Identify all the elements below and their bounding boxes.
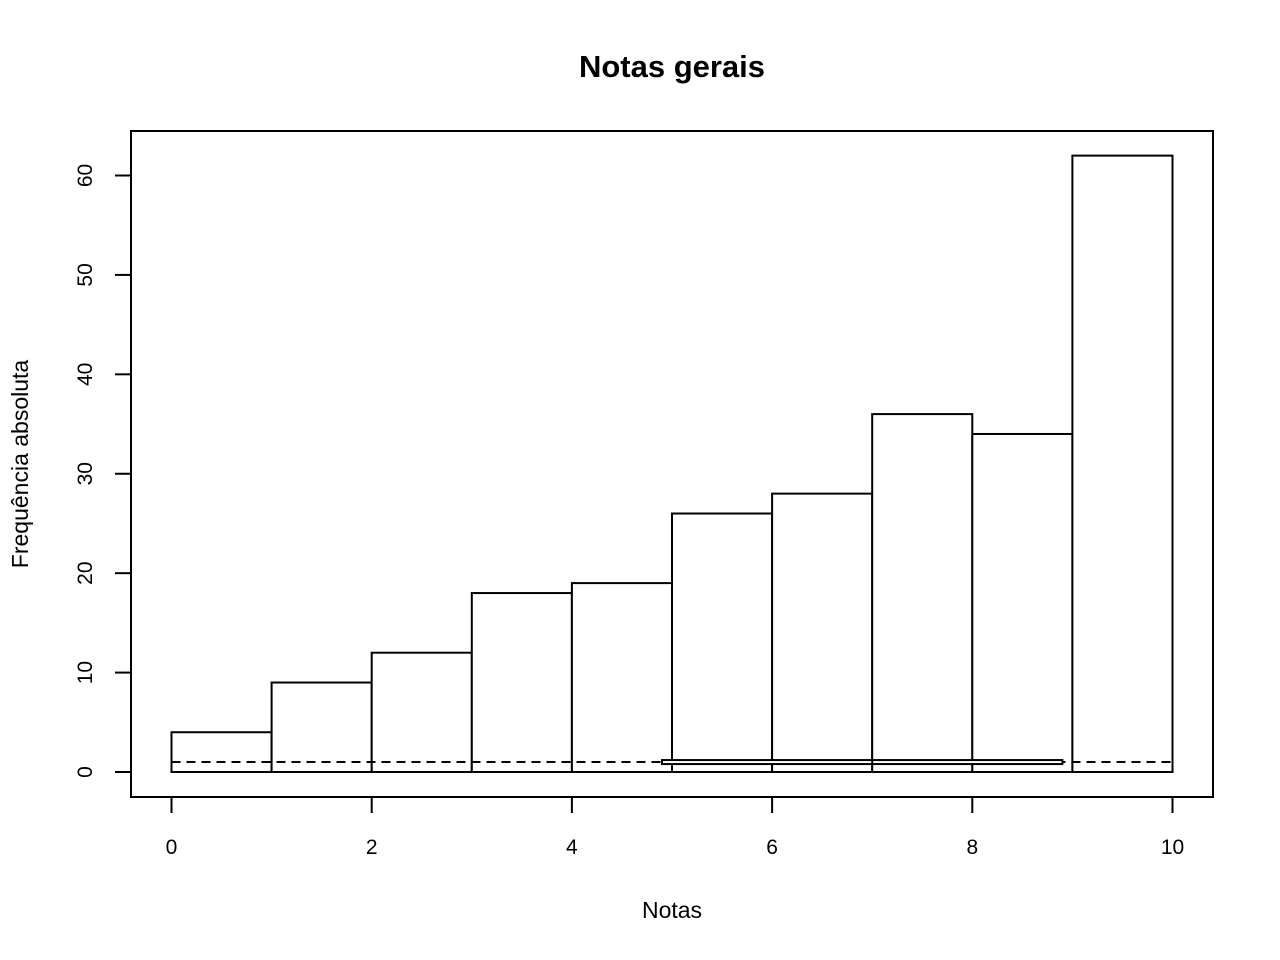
x-tick-label: 6: [766, 836, 778, 859]
x-tick-label: 4: [566, 836, 578, 859]
x-tick-label: 0: [166, 836, 178, 859]
bar-5-6: [671, 512, 774, 773]
y-axis-label: Frequência absoluta: [7, 360, 33, 569]
x-axis-label: Notas: [642, 897, 702, 923]
bar-4-5: [570, 582, 674, 773]
y-tick-label: 10: [74, 661, 97, 684]
chart-title: Notas gerais: [579, 49, 765, 84]
bar-7-8: [871, 413, 974, 773]
y-tick-label: 60: [74, 164, 97, 187]
y-tick-label: 30: [74, 462, 97, 485]
bar-8-9: [971, 432, 1074, 773]
bars-group: [170, 154, 1174, 774]
y-tick-label: 0: [74, 766, 97, 778]
overlay-group: [171, 759, 1173, 766]
bar-1-2: [270, 681, 373, 774]
x-axis: 0 2 4 6 8 10: [166, 796, 1184, 859]
y-tick-label: 50: [74, 263, 97, 286]
y-tick-label: 20: [74, 561, 97, 584]
bar-3-4: [470, 592, 573, 773]
x-tick-label: 10: [1161, 836, 1184, 859]
x-tick-label: 8: [966, 836, 978, 859]
x-tick-label: 2: [366, 836, 378, 859]
y-axis: 0 10 20 30 40 50 60: [74, 164, 132, 778]
boxplot-box: [660, 759, 1064, 766]
bar-9-10: [1071, 154, 1174, 774]
bar-6-7: [771, 492, 874, 773]
bar-0-1: [170, 731, 273, 774]
bar-2-3: [370, 651, 473, 774]
y-tick-label: 40: [74, 363, 97, 386]
